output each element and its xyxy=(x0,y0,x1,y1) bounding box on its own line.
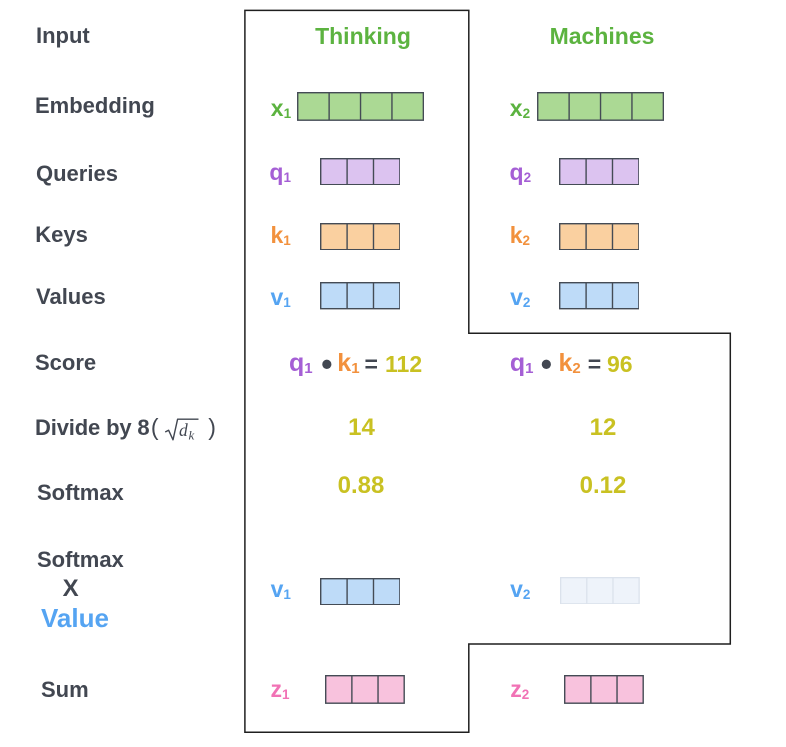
svg-text:d: d xyxy=(179,420,188,440)
svg-text:k: k xyxy=(188,428,194,443)
